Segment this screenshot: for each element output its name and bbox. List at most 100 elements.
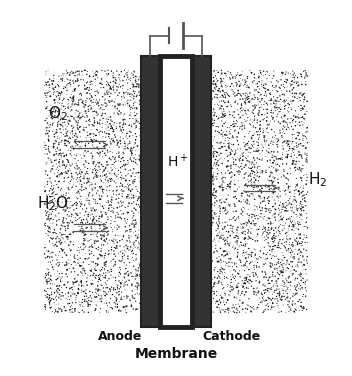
Point <box>227 251 232 257</box>
Point <box>196 221 201 227</box>
Point <box>54 222 59 228</box>
Point <box>84 212 90 218</box>
Point <box>85 90 90 96</box>
Point <box>149 209 155 215</box>
Point <box>285 298 291 304</box>
Point <box>204 209 210 215</box>
Point <box>106 199 111 205</box>
Point <box>242 143 247 149</box>
Point <box>303 146 308 152</box>
Point <box>205 219 211 225</box>
Point <box>230 170 235 176</box>
Point <box>276 271 281 277</box>
Point <box>58 106 64 112</box>
Point <box>111 256 116 262</box>
Point <box>233 302 239 308</box>
Point <box>120 149 126 155</box>
Point <box>271 235 277 241</box>
Point <box>46 239 52 245</box>
Point <box>56 301 62 307</box>
Point <box>301 246 307 252</box>
Point <box>50 266 56 272</box>
Point <box>258 104 264 110</box>
Point <box>110 162 116 168</box>
Point <box>205 129 210 135</box>
Point <box>55 174 61 180</box>
Point <box>65 301 71 307</box>
Point <box>201 187 207 193</box>
Point <box>268 101 274 107</box>
Point <box>70 279 75 285</box>
Point <box>225 183 230 190</box>
Point <box>289 106 295 112</box>
Point <box>145 135 150 141</box>
Point <box>195 153 201 159</box>
Point <box>152 239 157 245</box>
Point <box>245 74 251 80</box>
Point <box>56 217 62 223</box>
Point <box>283 204 288 210</box>
Point <box>296 221 301 227</box>
Point <box>229 287 234 293</box>
Point <box>131 210 137 216</box>
Point <box>53 306 58 312</box>
Point <box>147 265 153 271</box>
Point <box>254 173 260 179</box>
Point <box>129 124 134 130</box>
Point <box>200 167 205 173</box>
Point <box>140 152 146 158</box>
Point <box>135 197 140 203</box>
Point <box>288 305 294 311</box>
Point <box>279 157 285 163</box>
Point <box>48 185 54 191</box>
Point <box>219 265 224 271</box>
Point <box>252 106 258 112</box>
Point <box>246 108 251 114</box>
Point <box>106 208 112 214</box>
Point <box>90 181 96 187</box>
Point <box>102 143 107 149</box>
Point <box>208 89 213 96</box>
Point <box>201 258 207 264</box>
Point <box>268 109 274 115</box>
Point <box>121 89 126 96</box>
Point <box>235 107 240 113</box>
Point <box>110 84 116 90</box>
Point <box>111 264 117 270</box>
Point <box>224 147 229 153</box>
Point <box>103 199 109 205</box>
Point <box>301 192 307 198</box>
Point <box>147 133 153 139</box>
Point <box>122 163 127 169</box>
Point <box>133 271 139 277</box>
Point <box>127 103 132 109</box>
Point <box>293 114 298 120</box>
Point <box>107 139 113 145</box>
Point <box>297 231 303 237</box>
Point <box>115 304 120 310</box>
Point <box>132 105 138 111</box>
Point <box>210 173 215 179</box>
Point <box>69 290 75 296</box>
Point <box>301 291 307 297</box>
Point <box>263 81 268 87</box>
Point <box>243 162 249 168</box>
Point <box>92 274 98 280</box>
Point <box>296 250 302 256</box>
Point <box>213 83 219 89</box>
Point <box>206 109 212 115</box>
Point <box>296 264 301 270</box>
Point <box>62 178 67 184</box>
Point <box>270 283 276 289</box>
Point <box>46 85 52 91</box>
Point <box>233 148 238 154</box>
Point <box>214 114 219 120</box>
Point <box>269 97 275 103</box>
Point <box>79 184 84 190</box>
Point <box>220 186 226 193</box>
Point <box>249 176 254 182</box>
Point <box>250 143 255 149</box>
Point <box>113 237 119 243</box>
Point <box>44 210 49 216</box>
Point <box>105 149 111 155</box>
